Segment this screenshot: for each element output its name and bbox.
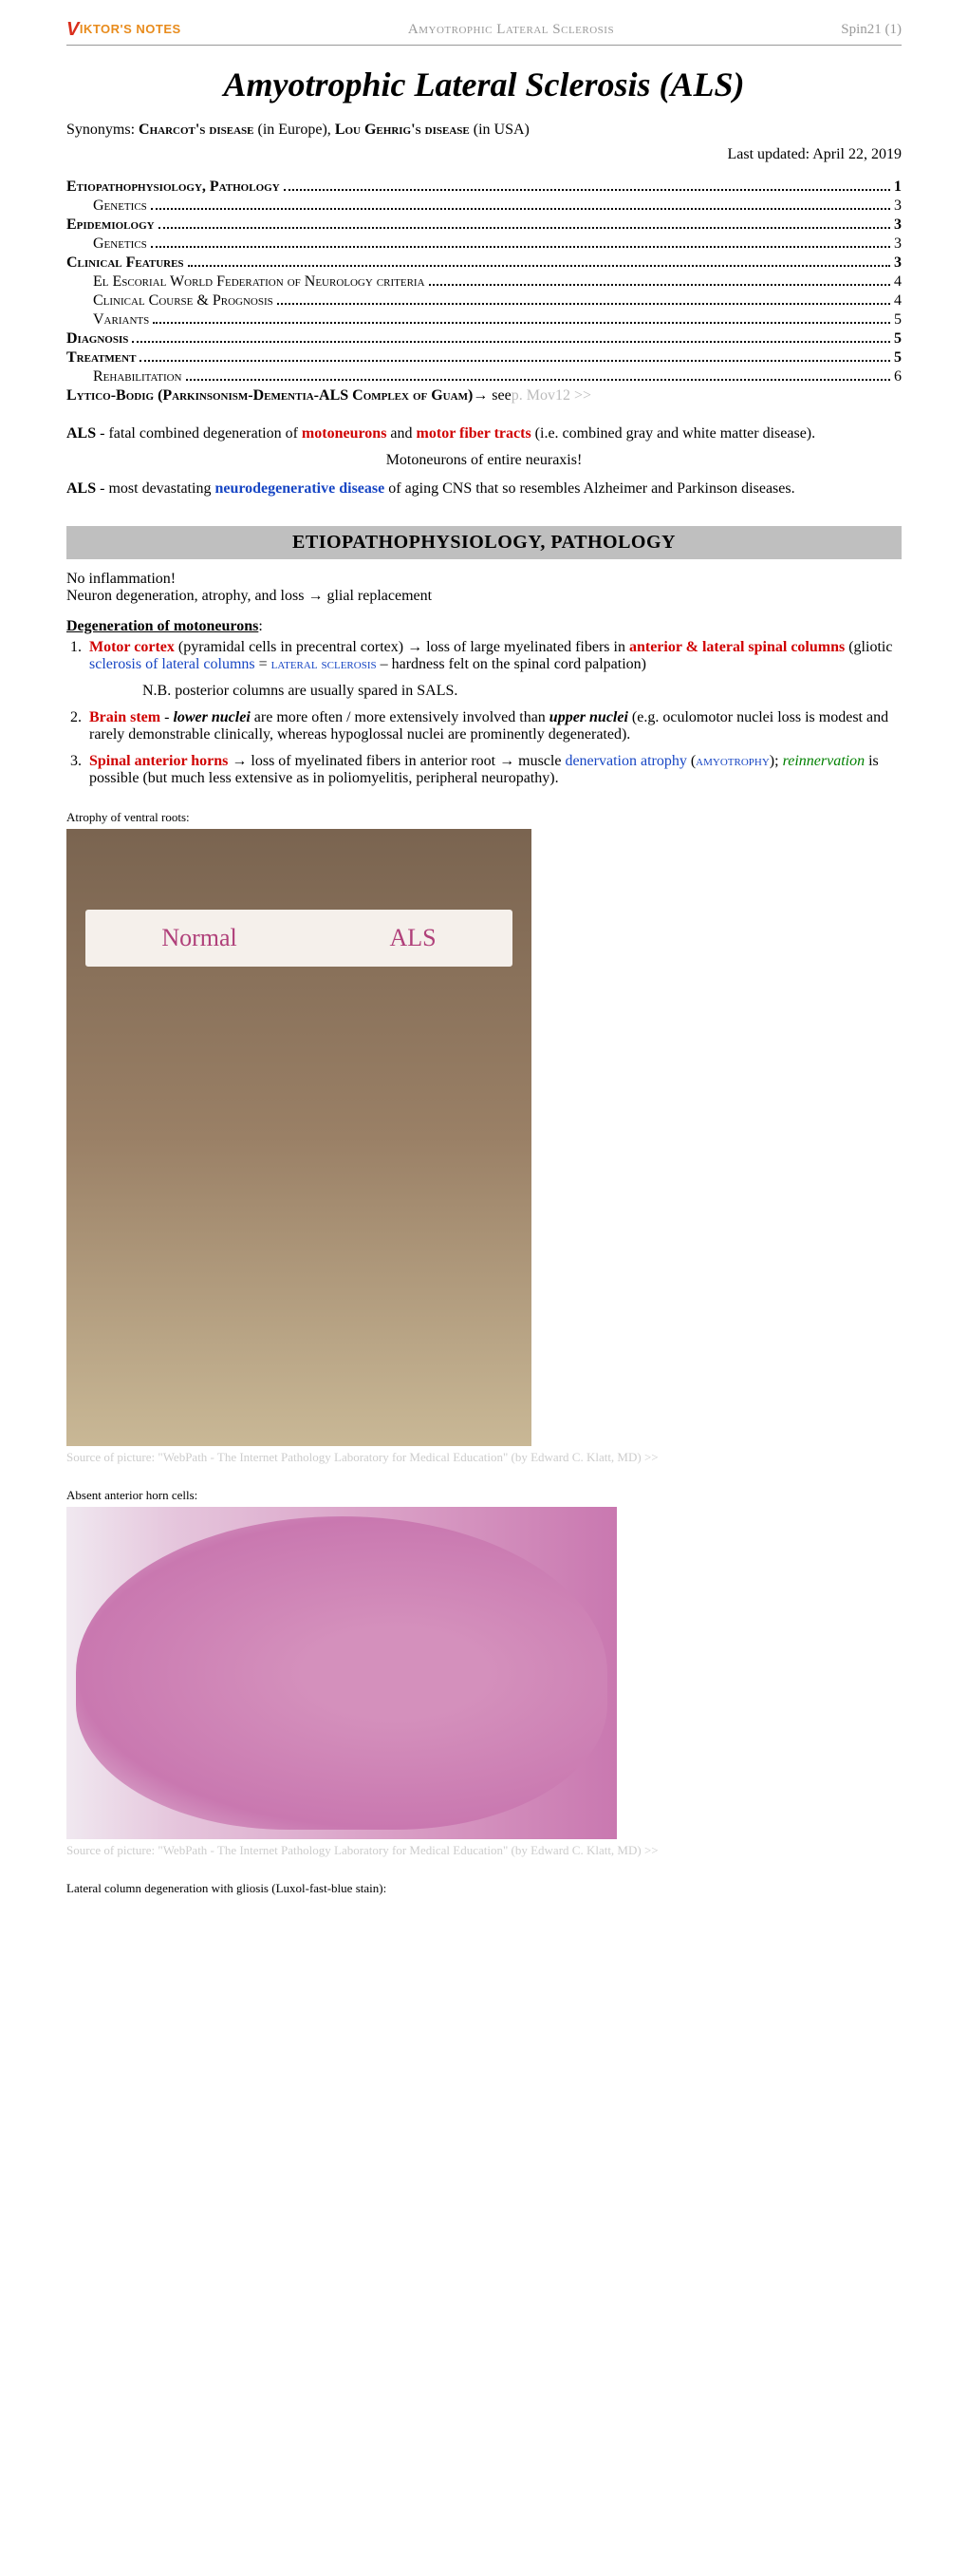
degeneration-list: Motor cortex (pyramidal cells in precent… <box>66 639 902 673</box>
figure2-caption: Absent anterior horn cells: <box>66 1488 902 1503</box>
figure1-image: Normal ALS <box>66 829 531 1446</box>
toc-see-entry[interactable]: Lytico-Bodig (Parkinsonism-Dementia-ALS … <box>66 387 902 404</box>
page-header: VIKTOR'S NOTES Amyotrophic Lateral Scler… <box>66 19 902 46</box>
toc-text: Epidemiology <box>66 216 155 234</box>
toc-entry[interactable]: Rehabilitation 6 <box>66 368 902 385</box>
toc-entry[interactable]: Clinical Course & Prognosis 4 <box>66 292 902 310</box>
toc-entry[interactable]: Genetics 3 <box>66 197 902 215</box>
document-title: Amyotrophic Lateral Sclerosis (ALS) <box>66 65 902 104</box>
toc-text: Genetics <box>93 197 147 215</box>
toc-dots <box>158 227 890 229</box>
toc-text: El Escorial World Federation of Neurolog… <box>93 273 425 291</box>
degeneration-heading: Degeneration of motoneurons: <box>66 618 902 635</box>
toc-text: Variants <box>93 311 149 329</box>
degeneration-list-cont: Brain stem - lower nuclei are more often… <box>66 709 902 787</box>
als-label: ALS <box>66 480 96 497</box>
figure2-image <box>66 1507 617 1839</box>
toc-entry[interactable]: Clinical Features 3 <box>66 254 902 272</box>
toc-page: 4 <box>894 292 902 310</box>
toc-text: Treatment <box>66 349 136 367</box>
section-heading-etiopathophysiology: ETIOPATHOPHYSIOLOGY, PATHOLOGY <box>66 526 902 559</box>
toc-text: Genetics <box>93 235 147 253</box>
toc-text: Rehabilitation <box>93 368 182 385</box>
term-spinal-anterior-horns: Spinal anterior horns <box>89 753 228 769</box>
toc-entry[interactable]: Diagnosis 5 <box>66 330 902 348</box>
figure1-label-normal: Normal <box>161 924 236 952</box>
term-motoneurons: motoneurons <box>302 425 387 442</box>
synonym-lou-region: (in USA) <box>470 122 530 138</box>
list-item-1: Motor cortex (pyramidal cells in precent… <box>85 639 902 673</box>
synonym-charcot: Charcot's disease <box>139 122 253 138</box>
toc-page: 5 <box>894 330 902 348</box>
nb-note: N.B. posterior columns are usually spare… <box>66 683 902 700</box>
toc-page: 1 <box>894 179 902 196</box>
intro-center-note: Motoneurons of entire neuraxis! <box>66 452 902 469</box>
toc-text: Etiopathophysiology, Pathology <box>66 179 280 196</box>
toc-entry[interactable]: Genetics 3 <box>66 235 902 253</box>
figure1-labels: Normal ALS <box>85 910 512 967</box>
synonyms-line: Synonyms: Charcot's disease (in Europe),… <box>66 122 902 139</box>
toc-dots <box>153 322 890 324</box>
toc-page: 3 <box>894 235 902 253</box>
toc-dots <box>151 246 890 248</box>
toc-dots <box>277 303 890 305</box>
toc-entry[interactable]: Epidemiology 3 <box>66 216 902 234</box>
toc-entry[interactable]: Etiopathophysiology, Pathology 1 <box>66 179 902 196</box>
toc-page: 4 <box>894 273 902 291</box>
figure2-source: Source of picture: "WebPath - The Intern… <box>66 1843 902 1858</box>
toc-dots <box>188 265 890 267</box>
logo: VIKTOR'S NOTES <box>66 19 181 41</box>
figure1-caption: Atrophy of ventral roots: <box>66 810 902 825</box>
content-body: ALS - fatal combined degeneration of mot… <box>66 425 902 1896</box>
term-denervation-atrophy: denervation atrophy <box>565 753 686 769</box>
toc-dots <box>284 189 890 191</box>
last-updated: Last updated: April 22, 2019 <box>66 146 902 163</box>
toc-page: 5 <box>894 311 902 329</box>
toc-dots <box>429 284 890 286</box>
synonym-lou-gehrig: Lou Gehrig's disease <box>335 122 470 138</box>
term-amyotrophy: amyotrophy <box>696 753 770 769</box>
figure1-label-als: ALS <box>390 924 437 952</box>
header-page-ref: Spin21 (1) <box>841 22 902 38</box>
list-item-2: Brain stem - lower nuclei are more often… <box>85 709 902 743</box>
term-lower-nuclei: lower nuclei <box>173 709 250 725</box>
list-item-3: Spinal anterior horns → loss of myelinat… <box>85 753 902 787</box>
toc-dots <box>151 208 890 210</box>
toc-entry[interactable]: Treatment 5 <box>66 349 902 367</box>
header-title: Amyotrophic Lateral Sclerosis <box>408 22 614 38</box>
toc-text: Clinical Course & Prognosis <box>93 292 273 310</box>
intro-para-1: ALS - fatal combined degeneration of mot… <box>66 425 902 442</box>
term-lateral-sclerosis: lateral sclerosis <box>271 656 377 672</box>
toc-dots <box>132 341 890 343</box>
toc-text: Clinical Features <box>66 254 184 272</box>
toc-page: 3 <box>894 216 902 234</box>
toc-page: 6 <box>894 368 902 385</box>
toc-dots <box>186 379 891 381</box>
synonym-charcot-region: (in Europe), <box>254 122 335 138</box>
figure1-source: Source of picture: "WebPath - The Intern… <box>66 1450 902 1465</box>
figure3-caption: Lateral column degeneration with gliosis… <box>66 1881 902 1896</box>
table-of-contents: Etiopathophysiology, Pathology 1 Genetics 3… <box>66 179 902 404</box>
term-sclerosis-lateral: sclerosis of lateral columns <box>89 656 255 672</box>
section1-line1: No inflammation! <box>66 571 902 588</box>
toc-text: Diagnosis <box>66 330 128 348</box>
term-neurodegenerative: neurodegenerative disease <box>214 480 384 497</box>
term-upper-nuclei: upper nuclei <box>549 709 628 725</box>
section1-line2: Neuron degeneration, atrophy, and loss →… <box>66 588 902 605</box>
term-motor-fiber-tracts: motor fiber tracts <box>417 425 531 442</box>
toc-dots <box>140 360 890 362</box>
als-label: ALS <box>66 425 96 442</box>
toc-page: 3 <box>894 197 902 215</box>
term-motor-cortex: Motor cortex <box>89 639 175 655</box>
toc-page: 3 <box>894 254 902 272</box>
synonyms-prefix: Synonyms: <box>66 122 139 138</box>
intro-para-2: ALS - most devastating neurodegenerative… <box>66 480 902 498</box>
toc-entry[interactable]: Variants 5 <box>66 311 902 329</box>
toc-entry[interactable]: El Escorial World Federation of Neurolog… <box>66 273 902 291</box>
term-brain-stem: Brain stem <box>89 709 160 725</box>
toc-page: 5 <box>894 349 902 367</box>
term-anterior-lateral-columns: anterior & lateral spinal columns <box>629 639 845 655</box>
term-reinnervation: reinnervation <box>783 753 866 769</box>
